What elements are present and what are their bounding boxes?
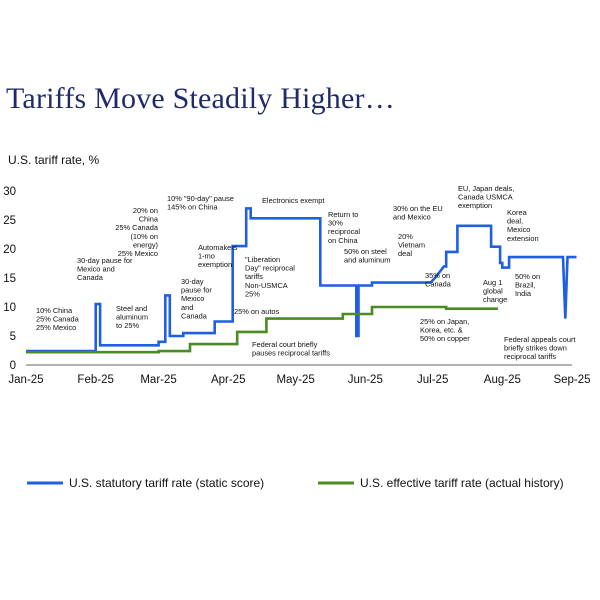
y-axis-label: U.S. tariff rate, % (8, 153, 99, 167)
x-tick-label: Feb-25 (77, 374, 113, 386)
annotation-label: Automakers 1-mo exemption (198, 243, 238, 269)
annotation-label: 20% on China 25% Canada (10% on energy) 25% M… (115, 206, 159, 258)
annotation-label: 20% Vietnam deal (398, 232, 425, 258)
legend: U.S. statutory tariff rate (static score… (27, 476, 564, 490)
x-tick-label: Sep-25 (553, 374, 590, 386)
annotations: 10% China 25% Canada 25% Mexico 30-day paus… (36, 184, 576, 361)
y-tick-label: 0 (10, 360, 16, 372)
annotation-label: Federal court briefly pauses reciprocal t… (252, 340, 330, 358)
annotation-label: 30-day pause for Mexico and Canada (77, 256, 133, 282)
annotation-label: 35% on Canada (425, 271, 452, 289)
series-lines (26, 207, 577, 354)
statutory-rate-line (26, 207, 577, 353)
annotation-label: Electronics exempt (262, 196, 324, 205)
y-tick-label: 15 (3, 273, 16, 285)
y-tick-label: 25 (3, 215, 16, 227)
annotation-label: 10% China 25% Canada 25% Mexico (36, 306, 80, 332)
annotation-label: Korea deal, Mexico extension (507, 208, 539, 243)
annotation-label: 30% on the EU and Mexico (393, 204, 443, 222)
x-tick-label: Apr-25 (211, 374, 246, 386)
x-tick-label: Jun-25 (348, 374, 383, 386)
annotation-label: 30-day pause for Mexico and Canada (181, 277, 212, 320)
annotation-label: 25% on Japan, Korea, etc. & 50% on copper (420, 317, 470, 343)
annotation-label: 50% on steel and aluminum (344, 247, 390, 265)
x-tick-label: Aug-25 (484, 374, 521, 386)
annotation-label: "Liberation Day" reciprocal tariffs Non-USM… (245, 255, 295, 298)
x-tick-labels: Jan-25 Feb-25 Mar-25 Apr-25 May-25 Jun-25 Jul-… (8, 374, 590, 386)
x-tick-label: Mar-25 (140, 374, 176, 386)
annotation-label: EU, Japan deals, Canada USMCA exemption (458, 184, 514, 210)
annotation-label: Steel and aluminum to 25% (116, 304, 148, 330)
y-tick-label: 5 (10, 331, 16, 343)
legend-label: U.S. statutory tariff rate (static score… (69, 476, 264, 490)
y-tick-label: 20 (3, 244, 16, 256)
page-title: Tariffs Move Steadily Higher… (6, 82, 395, 115)
annotation-label: Return to 30% reciprocal on China (328, 210, 360, 245)
annotation-label: 10% "90-day" pause 145% on China (167, 194, 234, 212)
annotation-label: Federal appeals court briefly strikes dow… (504, 335, 576, 361)
legend-label: U.S. effective tariff rate (actual histo… (360, 476, 564, 490)
y-tick-labels: 0 5 10 15 20 25 30 (3, 186, 16, 372)
annotation-label: 25% on autos (234, 307, 280, 316)
x-tick-label: Jul-25 (417, 374, 448, 386)
annotation-label: 50% on Brazil, India (515, 272, 540, 298)
x-tick-label: Jan-25 (8, 374, 43, 386)
y-tick-label: 30 (3, 186, 16, 198)
x-tick-label: May-25 (276, 374, 314, 386)
annotation-label: Aug 1 global change (483, 278, 507, 304)
effective-rate-line (26, 305, 498, 354)
y-tick-label: 10 (3, 302, 16, 314)
